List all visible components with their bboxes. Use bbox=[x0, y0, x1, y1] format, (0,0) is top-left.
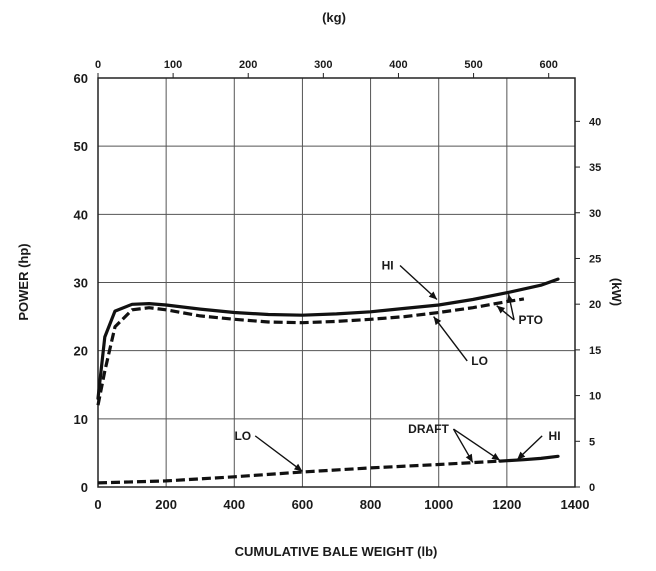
y-tick-label: 0 bbox=[81, 480, 88, 495]
series-lines bbox=[96, 277, 560, 485]
x2-tick-label: 300 bbox=[314, 59, 332, 71]
annotation-leader bbox=[496, 305, 515, 321]
x-tick-label: 1400 bbox=[561, 497, 590, 512]
y2-tick-label: 0 bbox=[589, 482, 595, 494]
pto-hi-series-line bbox=[96, 277, 560, 400]
annotation-label: HI bbox=[382, 258, 394, 272]
pto-lo-series-line bbox=[96, 297, 525, 406]
annotation-leader bbox=[452, 428, 474, 463]
annotation-leader bbox=[453, 428, 501, 461]
annotation-leader bbox=[399, 264, 438, 301]
annotation-label: LO bbox=[471, 354, 488, 368]
x2-tick-label: 400 bbox=[389, 59, 407, 71]
draft-lo-series-line bbox=[97, 459, 501, 485]
y-tick-label: 30 bbox=[74, 276, 88, 291]
x2-tick-label: 200 bbox=[239, 59, 257, 71]
y-tick-label: 20 bbox=[74, 344, 88, 359]
y-tick-label: 10 bbox=[74, 412, 88, 427]
x-tick-label: 400 bbox=[223, 497, 245, 512]
y2-tick-label: 30 bbox=[589, 208, 601, 220]
y2-tick-label: 25 bbox=[589, 253, 601, 265]
annotation-label: PTO bbox=[518, 313, 542, 327]
annotation-leader bbox=[516, 435, 543, 461]
annotation-label: DRAFT bbox=[408, 422, 449, 436]
x2-tick-label: 500 bbox=[464, 59, 482, 71]
y-tick-label: 40 bbox=[74, 207, 88, 222]
x-axis-title: CUMULATIVE BALE WEIGHT (lb) bbox=[235, 544, 438, 559]
x2-tick-label: 0 bbox=[95, 59, 101, 71]
plot-frame bbox=[97, 77, 576, 488]
annotation-label: LO bbox=[234, 429, 251, 443]
y2-tick-label: 20 bbox=[589, 299, 601, 311]
y-axis-title: POWER (hp) bbox=[16, 243, 31, 320]
draft-hi-series-line bbox=[498, 454, 560, 463]
x-tick-label: 1200 bbox=[492, 497, 521, 512]
y2-tick-label: 40 bbox=[589, 116, 601, 128]
y2-tick-label: 15 bbox=[589, 345, 601, 357]
x-tick-label: 800 bbox=[360, 497, 382, 512]
y2-axis-title: (kW) bbox=[609, 278, 624, 306]
y2-tick-label: 10 bbox=[589, 391, 601, 403]
grid bbox=[97, 77, 576, 488]
y-tick-label: 60 bbox=[74, 71, 88, 86]
x-tick-label: 1000 bbox=[424, 497, 453, 512]
x2-axis-title: (kg) bbox=[322, 10, 346, 25]
y-tick-label: 50 bbox=[74, 139, 88, 154]
annotations: HI PTO LO LO DRAFT HI bbox=[234, 258, 561, 472]
annotation-leader bbox=[254, 435, 303, 472]
x-tick-label: 0 bbox=[94, 497, 101, 512]
y2-tick-label: 35 bbox=[589, 162, 601, 174]
x2-tick-label: 100 bbox=[164, 59, 182, 71]
x2-tick-label: 600 bbox=[540, 59, 558, 71]
x-tick-label: 200 bbox=[155, 497, 177, 512]
x-tick-label: 600 bbox=[292, 497, 314, 512]
y2-tick-label: 5 bbox=[589, 436, 595, 448]
annotation-leader bbox=[433, 316, 468, 362]
annotation-label: HI bbox=[549, 429, 561, 443]
annotation-leader bbox=[506, 293, 515, 321]
